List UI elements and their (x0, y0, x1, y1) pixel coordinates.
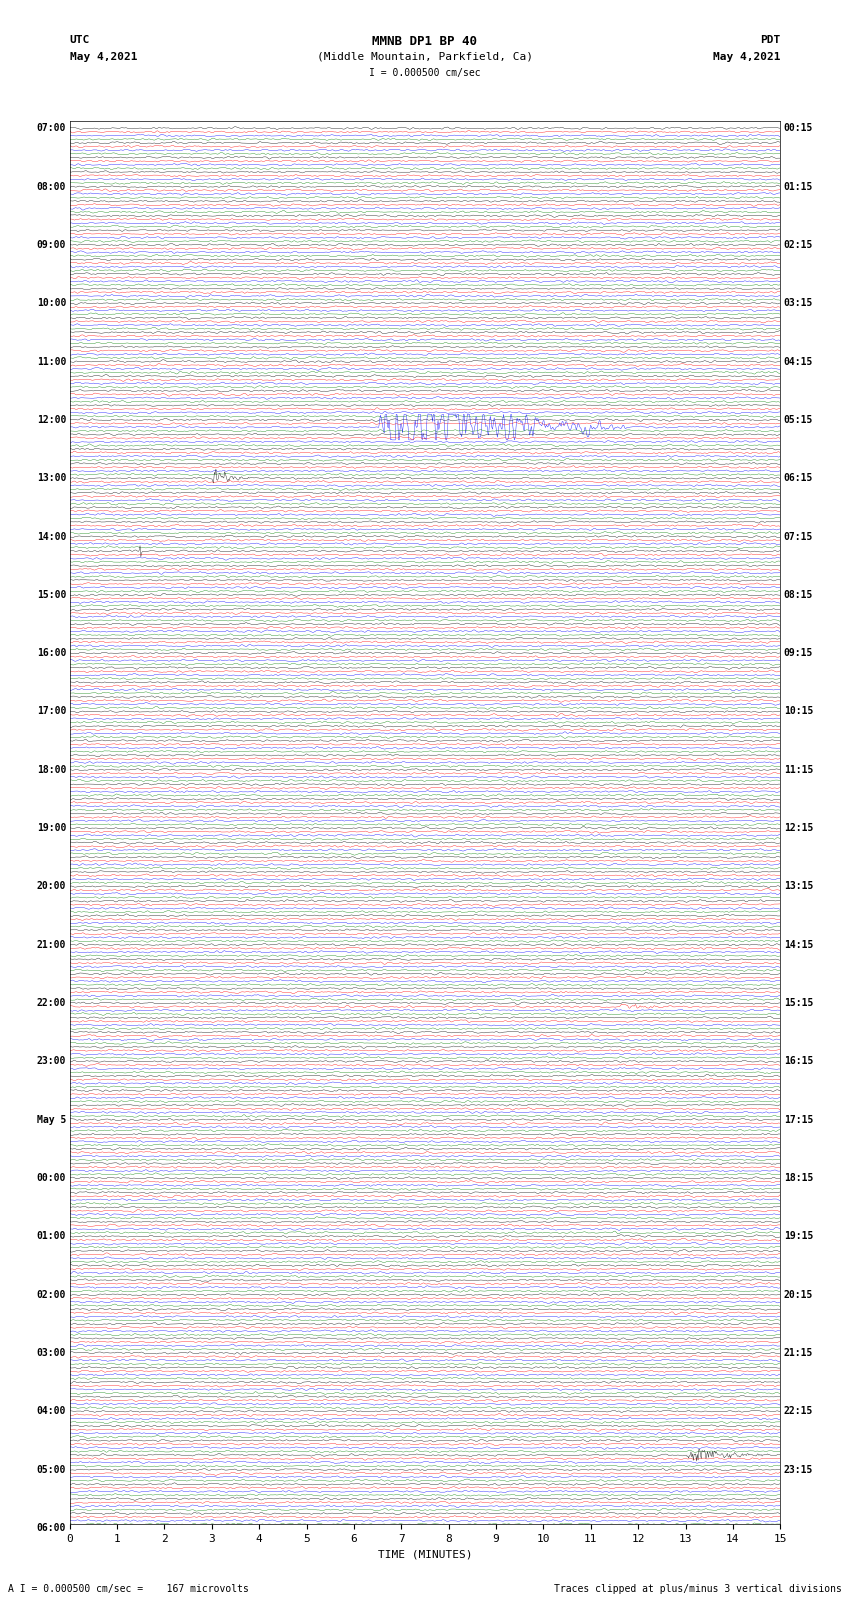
Text: 20:15: 20:15 (784, 1290, 813, 1300)
Text: 05:00: 05:00 (37, 1465, 66, 1474)
Text: 11:15: 11:15 (784, 765, 813, 774)
Text: 16:00: 16:00 (37, 648, 66, 658)
Text: (Middle Mountain, Parkfield, Ca): (Middle Mountain, Parkfield, Ca) (317, 52, 533, 61)
Text: 14:00: 14:00 (37, 532, 66, 542)
Text: 19:00: 19:00 (37, 823, 66, 832)
Text: PDT: PDT (760, 35, 780, 45)
Text: 03:15: 03:15 (784, 298, 813, 308)
Text: 05:15: 05:15 (784, 415, 813, 424)
Text: I = 0.000500 cm/sec: I = 0.000500 cm/sec (369, 68, 481, 77)
Text: 06:15: 06:15 (784, 473, 813, 484)
Text: 18:00: 18:00 (37, 765, 66, 774)
Text: 01:00: 01:00 (37, 1231, 66, 1242)
Text: 02:00: 02:00 (37, 1290, 66, 1300)
Text: 03:00: 03:00 (37, 1348, 66, 1358)
Text: 12:00: 12:00 (37, 415, 66, 424)
Text: Traces clipped at plus/minus 3 vertical divisions: Traces clipped at plus/minus 3 vertical … (553, 1584, 842, 1594)
Text: 00:00: 00:00 (37, 1173, 66, 1182)
Text: 10:00: 10:00 (37, 298, 66, 308)
Text: 23:00: 23:00 (37, 1057, 66, 1066)
Text: 21:00: 21:00 (37, 940, 66, 950)
Text: 01:15: 01:15 (784, 182, 813, 192)
Text: 18:15: 18:15 (784, 1173, 813, 1182)
Text: 13:15: 13:15 (784, 881, 813, 892)
Text: 10:15: 10:15 (784, 706, 813, 716)
Text: 13:00: 13:00 (37, 473, 66, 484)
Text: 07:00: 07:00 (37, 123, 66, 134)
Text: 00:15: 00:15 (784, 123, 813, 134)
Text: May 4,2021: May 4,2021 (70, 52, 137, 61)
Text: 12:15: 12:15 (784, 823, 813, 832)
Text: 11:00: 11:00 (37, 356, 66, 366)
Text: 06:00: 06:00 (37, 1523, 66, 1532)
Text: 04:00: 04:00 (37, 1407, 66, 1416)
Text: 22:15: 22:15 (784, 1407, 813, 1416)
Text: 04:15: 04:15 (784, 356, 813, 366)
Text: 02:15: 02:15 (784, 240, 813, 250)
Text: 17:00: 17:00 (37, 706, 66, 716)
Text: 08:00: 08:00 (37, 182, 66, 192)
Text: 07:15: 07:15 (784, 532, 813, 542)
Text: 08:15: 08:15 (784, 590, 813, 600)
Text: 21:15: 21:15 (784, 1348, 813, 1358)
Text: 20:00: 20:00 (37, 881, 66, 892)
Text: 09:00: 09:00 (37, 240, 66, 250)
Text: 17:15: 17:15 (784, 1115, 813, 1124)
Text: 16:15: 16:15 (784, 1057, 813, 1066)
Text: 23:15: 23:15 (784, 1465, 813, 1474)
Text: 19:15: 19:15 (784, 1231, 813, 1242)
Text: May 4,2021: May 4,2021 (713, 52, 780, 61)
Text: 09:15: 09:15 (784, 648, 813, 658)
Text: UTC: UTC (70, 35, 90, 45)
Text: 22:00: 22:00 (37, 998, 66, 1008)
Text: 15:00: 15:00 (37, 590, 66, 600)
X-axis label: TIME (MINUTES): TIME (MINUTES) (377, 1550, 473, 1560)
Text: A I = 0.000500 cm/sec =    167 microvolts: A I = 0.000500 cm/sec = 167 microvolts (8, 1584, 249, 1594)
Text: 15:15: 15:15 (784, 998, 813, 1008)
Text: 14:15: 14:15 (784, 940, 813, 950)
Text: MMNB DP1 BP 40: MMNB DP1 BP 40 (372, 35, 478, 48)
Text: May 5: May 5 (37, 1115, 66, 1124)
